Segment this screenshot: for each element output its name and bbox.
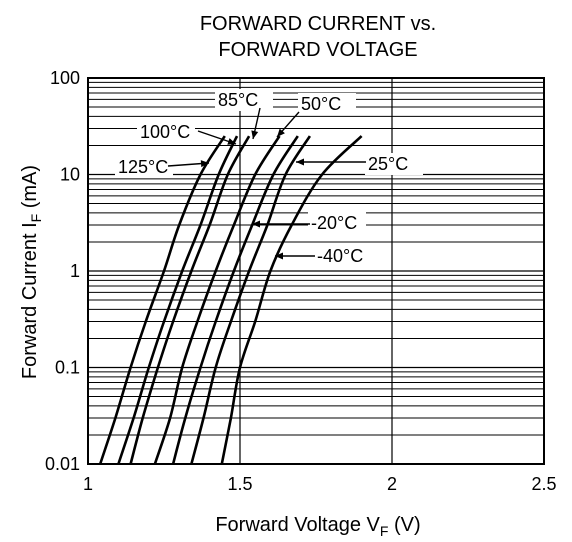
series-curve	[220, 135, 363, 465]
series-curve	[98, 135, 226, 465]
arrow-head	[200, 160, 209, 168]
label-background	[314, 245, 372, 267]
arrow-head	[251, 130, 259, 139]
series-labels: 125°C 100°C 85°C 50°C 25°C -20°C -40°C	[115, 89, 423, 267]
label-background	[115, 156, 173, 178]
arrow-head	[277, 128, 285, 137]
x-tick-label: 2	[387, 474, 397, 494]
series-curve	[117, 135, 239, 465]
y-tick-label: 10	[60, 165, 80, 185]
y-tick-labels: 0.01 0.1 1 10 100	[45, 68, 80, 474]
label-background	[365, 153, 423, 175]
label-background	[308, 212, 366, 234]
series-label: -40°C	[317, 246, 363, 266]
series-label: 100°C	[140, 122, 190, 142]
series-curve	[129, 135, 251, 465]
plot-frame	[87, 77, 545, 465]
series-curve	[190, 135, 312, 465]
label-background	[137, 121, 195, 143]
arrow-head	[227, 138, 236, 145]
series-label: 85°C	[218, 90, 258, 110]
series-label: -20°C	[311, 213, 357, 233]
y-tick-label: 0.1	[55, 358, 80, 378]
arrow-head	[275, 252, 283, 260]
x-tick-label: 2.5	[531, 474, 556, 494]
series-label: 25°C	[368, 154, 408, 174]
series-curve	[171, 135, 299, 465]
arrow-head	[296, 158, 304, 166]
y-axis-label: Forward Current IF (mA)	[19, 165, 44, 379]
x-axis-label: Forward Voltage VF (V)	[215, 514, 420, 539]
curves	[98, 135, 363, 465]
y-tick-label: 0.01	[45, 454, 80, 474]
y-tick-label: 100	[50, 68, 80, 88]
x-tick-label: 1	[83, 474, 93, 494]
series-curve	[153, 135, 281, 465]
x-tick-label: 1.5	[227, 474, 252, 494]
label-background	[215, 89, 273, 111]
series-label: 125°C	[118, 157, 168, 177]
chart-title-line-1: FORWARD CURRENT vs.	[200, 13, 436, 35]
series-label: 50°C	[301, 94, 341, 114]
y-tick-label: 1	[70, 261, 80, 281]
x-tick-labels: 1 1.5 2 2.5	[83, 474, 557, 494]
label-background	[298, 93, 356, 115]
chart-title-line-2: FORWARD VOLTAGE	[218, 39, 417, 61]
arrow-head	[252, 220, 260, 228]
